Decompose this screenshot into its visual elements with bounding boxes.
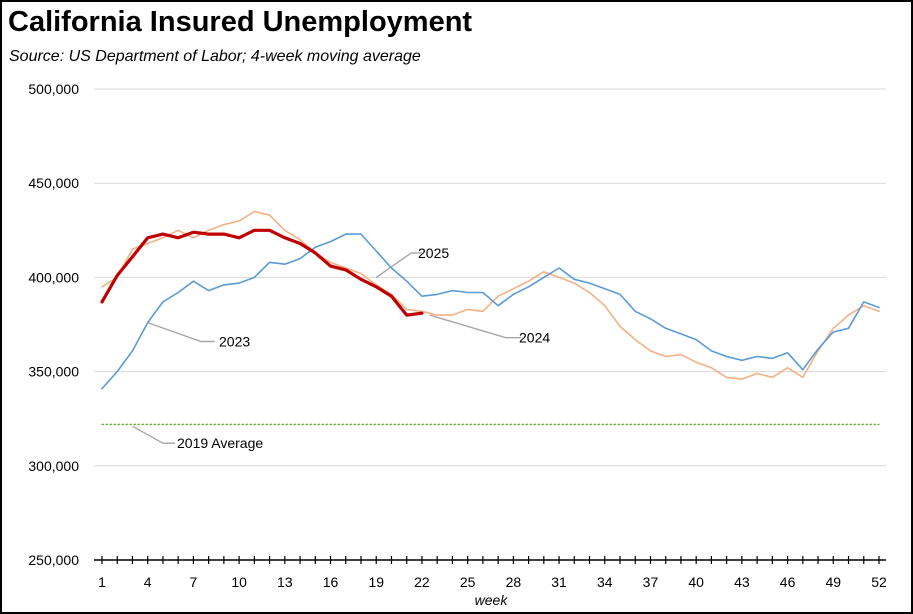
x-tick-label: 16 [323,574,339,590]
annotation-label: 2023 [219,333,250,349]
y-tick-label: 500,000 [28,81,79,97]
series-line-2025 [100,228,424,317]
x-tick-label: 37 [643,574,659,590]
x-tick-label: 1 [98,574,106,590]
annotation-label: 2019 Average [177,435,263,451]
chart-title: California Insured Unemployment [8,6,473,38]
y-axis-tick-labels: 250,000 300,000 350,000 400,000 450,000 500,0… [28,81,79,568]
y-tick-label: 250,000 [28,552,79,568]
y-tick-label: 400,000 [28,269,79,285]
x-tick-label: 25 [460,574,476,590]
x-axis-label: week [475,592,509,608]
x-tick-label: 40 [688,574,704,590]
x-tick-label: 34 [597,574,613,590]
series-lines [100,210,880,426]
annotation-label: 2024 [519,330,550,346]
y-tick-label: 450,000 [28,175,79,191]
annotation-labels: 2025 2023 2024 2019 Average [177,245,550,451]
annotation-leader [429,314,521,339]
x-tick-label: 7 [190,574,198,590]
gridlines [94,88,886,467]
series-line-2024 [101,210,880,380]
x-tick-label: 4 [144,574,152,590]
x-tick-label: 52 [871,574,887,590]
y-tick-label: 300,000 [28,458,79,474]
x-tick-label: 43 [734,574,750,590]
annotation-leader [132,425,176,444]
series-line-2023 [101,233,880,390]
annotation-leader [375,252,422,278]
x-tick-label: 46 [780,574,796,590]
x-tick-label: 31 [551,574,567,590]
x-tick-label: 13 [277,574,293,590]
x-axis: 1 4 7 10 13 16 19 22 25 28 31 34 37 40 43 46 49 52 [94,556,887,590]
annotation-leader [147,321,215,343]
x-tick-label: 22 [414,574,430,590]
x-tick-label: 19 [368,574,384,590]
annotation-label: 2025 [418,245,449,261]
x-tick-label: 28 [506,574,522,590]
x-tick-label: 10 [231,574,247,590]
x-tick-label: 49 [826,574,842,590]
y-tick-label: 350,000 [28,364,79,380]
chart-subtitle: Source: US Department of Labor; 4-week m… [9,48,421,65]
annotation-leaders [132,252,521,444]
